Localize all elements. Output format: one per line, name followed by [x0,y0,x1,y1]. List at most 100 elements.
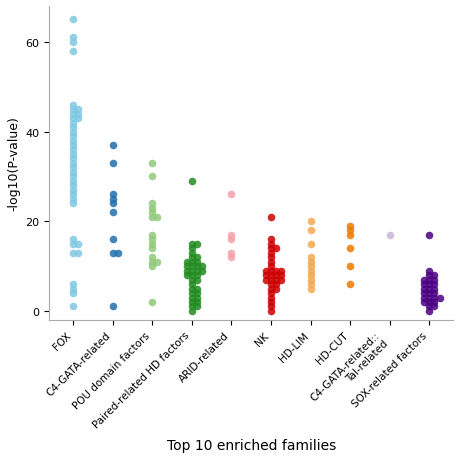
Point [109,142,116,149]
Point [148,241,156,248]
Point [69,151,77,158]
Point [193,258,200,266]
Point [267,236,274,243]
Point [425,290,432,297]
Point [188,272,195,279]
Point [430,299,437,306]
Point [109,303,116,310]
Point [69,133,77,140]
Point [425,308,432,315]
Point [425,294,432,302]
Point [69,160,77,167]
Point [69,169,77,176]
Point [306,254,313,261]
Point [346,223,353,230]
Point [193,290,200,297]
Point [109,249,116,257]
Point [420,290,427,297]
Point [188,276,195,284]
Point [183,258,190,266]
Point [69,138,77,145]
Point [193,254,200,261]
Point [69,156,77,163]
Point [153,258,161,266]
Point [188,299,195,306]
Point [435,294,442,302]
Point [227,254,235,261]
Point [69,111,77,118]
Point [69,182,77,190]
Point [69,39,77,46]
Point [267,254,274,261]
Point [306,267,313,274]
Point [267,308,274,315]
Point [430,285,437,292]
Point [188,308,195,315]
Point [74,115,82,123]
Point [188,249,195,257]
Point [430,303,437,310]
Point [193,263,200,270]
Y-axis label: -log10(P-value): -log10(P-value) [7,116,20,211]
Point [193,303,200,310]
Point [109,191,116,199]
Point [69,142,77,149]
Point [148,200,156,207]
Point [69,303,77,310]
Point [277,272,284,279]
Point [346,281,353,288]
Point [193,285,200,292]
Point [69,164,77,172]
Point [277,276,284,284]
Point [69,174,77,181]
Point [69,236,77,243]
Point [148,231,156,239]
Point [277,267,284,274]
Point [272,272,279,279]
Point [430,294,437,302]
Point [74,106,82,113]
Point [193,267,200,274]
Point [420,276,427,284]
Point [420,299,427,306]
Point [227,236,235,243]
Point [346,263,353,270]
Point [69,241,77,248]
Point [188,178,195,185]
Point [420,281,427,288]
Point [74,241,82,248]
Point [69,281,77,288]
Point [188,245,195,252]
Point [267,241,274,248]
Point [262,267,269,274]
Point [272,285,279,292]
Point [69,124,77,131]
Point [109,236,116,243]
Point [109,160,116,167]
Point [183,267,190,274]
Point [69,115,77,123]
Point [425,281,432,288]
Point [267,272,274,279]
Point [306,241,313,248]
Point [425,285,432,292]
Point [267,267,274,274]
Point [272,281,279,288]
Point [188,281,195,288]
Point [262,276,269,284]
Point [69,34,77,42]
Point [69,191,77,199]
Point [420,285,427,292]
Point [346,245,353,252]
Point [188,303,195,310]
Point [425,299,432,306]
Point [188,285,195,292]
Point [267,290,274,297]
Point [425,303,432,310]
Point [198,263,205,270]
Point [346,231,353,239]
Point [267,294,274,302]
Point [148,213,156,221]
Point [188,290,195,297]
Point [148,236,156,243]
